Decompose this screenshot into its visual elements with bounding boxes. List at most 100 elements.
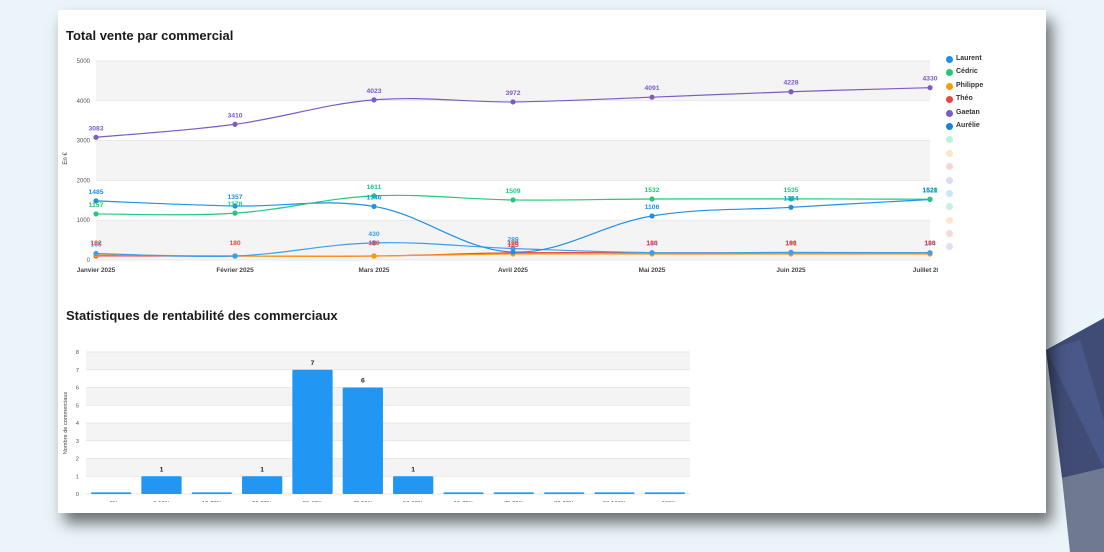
data-label-theo: 180 [646, 240, 658, 247]
data-point-aurelie[interactable] [927, 250, 933, 256]
y-axis-label: Nombre de commerciaux [63, 392, 69, 455]
legend-dot [946, 149, 953, 157]
data-point-aurelie[interactable] [649, 250, 655, 256]
legend-item-faded-7[interactable] [946, 148, 1042, 161]
bar-100[interactable] [644, 492, 685, 494]
x-tick-label: 10-20% [202, 501, 222, 502]
data-point-gaetan[interactable] [232, 121, 238, 127]
legend-item-faded-11[interactable] [946, 201, 1042, 214]
legend-dot [946, 69, 953, 77]
data-label-laurent: 1106 [645, 204, 660, 211]
data-point-cedric[interactable] [371, 193, 377, 199]
legend-item-philippe[interactable]: Philippe [946, 81, 1042, 94]
bar-0-10[interactable] [141, 476, 182, 494]
data-point-laurent[interactable] [788, 204, 794, 210]
bar-30-40[interactable] [292, 369, 333, 494]
bar-10-20[interactable] [191, 492, 232, 494]
data-label-laurent-low: 195 [507, 240, 519, 247]
data-point-cedric[interactable] [93, 211, 99, 217]
data-point-aurelie[interactable] [371, 240, 377, 246]
bar-20-30[interactable] [242, 476, 283, 494]
data-label-gaetan: 4023 [366, 88, 381, 95]
legend-item-faded-6[interactable] [946, 134, 1042, 147]
bar-value-label: 1 [260, 466, 264, 473]
data-point-philippe[interactable] [371, 253, 377, 259]
data-label-cedric: 1509 [505, 188, 520, 195]
legend-dot [946, 243, 953, 251]
legend-item-gaetan[interactable]: Gaetan [946, 108, 1042, 121]
data-label-cedric: 1532 [644, 187, 659, 194]
bar-90-100[interactable] [594, 492, 635, 494]
x-tick-label: 80-90% [554, 501, 574, 502]
data-point-cedric[interactable] [232, 210, 238, 216]
bar-40-50[interactable] [342, 387, 383, 495]
legend-dot [946, 163, 953, 171]
data-label-cedric: 1611 [367, 184, 382, 191]
data-point-gaetan[interactable] [788, 89, 794, 95]
bar-70-80[interactable] [493, 492, 534, 494]
y-axis-label: En € [63, 152, 69, 165]
legend-item-faded-8[interactable] [946, 161, 1042, 174]
data-label-theo: 180 [368, 240, 380, 247]
bar-value-label: 6 [361, 378, 365, 385]
y-tick-label: 2000 [77, 178, 91, 184]
data-point-gaetan[interactable] [649, 94, 655, 100]
y-tick-label: 4 [76, 421, 80, 427]
legend-item-faded-13[interactable] [946, 228, 1042, 241]
data-label-cedric: 1535 [783, 187, 798, 194]
legend-item-faded-10[interactable] [946, 188, 1042, 201]
data-point-laurent[interactable] [93, 198, 99, 204]
data-label-philippe: 185 [507, 242, 519, 249]
data-point-laurent[interactable] [232, 203, 238, 209]
data-point-aurelie[interactable] [510, 245, 516, 252]
y-tick-label: 6 [76, 386, 79, 392]
data-point-cedric[interactable] [927, 196, 933, 202]
bar-0[interactable] [91, 492, 132, 494]
legend-item-faded-9[interactable] [946, 175, 1042, 188]
data-point-cedric[interactable] [788, 196, 794, 202]
y-tick-label: 7 [76, 368, 79, 374]
data-point-aurelie[interactable] [232, 253, 238, 259]
data-point-gaetan[interactable] [927, 85, 933, 91]
x-tick-label: 40-50% [353, 501, 373, 502]
legend-dot [946, 230, 953, 238]
y-tick-label: 3 [76, 439, 79, 445]
dashboard-card: Total vente par commercial 0 1000 2000 3000… [58, 10, 1046, 513]
bar-value-label: 7 [311, 360, 315, 367]
data-point-laurent[interactable] [649, 213, 655, 219]
grid-band [86, 458, 690, 477]
data-point-gaetan[interactable] [371, 97, 377, 103]
legend-item-faded-12[interactable] [946, 215, 1042, 228]
legend-dot [946, 122, 953, 130]
line-chart-title: Total vente par commercial [66, 28, 234, 43]
data-point-cedric[interactable] [510, 197, 516, 203]
legend-item-theo[interactable]: Théo [946, 94, 1042, 107]
data-label-laurent: 1485 [88, 189, 103, 196]
data-label-laurent: 1357 [227, 194, 242, 201]
bar-60-70[interactable] [443, 492, 484, 494]
data-point-gaetan[interactable] [510, 99, 516, 105]
data-label-laurent: 1521 [922, 187, 937, 194]
legend-item-faded-14[interactable] [946, 241, 1042, 254]
data-label-aurelie: 191 [785, 240, 797, 247]
legend-item-aurelie[interactable]: Aurélie [946, 121, 1042, 134]
data-point-laurent[interactable] [371, 203, 377, 210]
data-point-laurent[interactable] [510, 249, 516, 255]
legend-label: Théo [956, 95, 973, 103]
bar-80-90[interactable] [544, 492, 585, 494]
data-label-aurelie: 430 [368, 231, 380, 238]
legend-item-cedric[interactable]: Cédric [946, 67, 1042, 80]
data-label-theo: 180 [507, 240, 519, 247]
bar-50-60[interactable] [393, 476, 434, 494]
data-point-aurelie[interactable] [788, 249, 794, 255]
x-tick-label: Avril 2025 [498, 267, 528, 274]
data-point-aurelie[interactable] [93, 250, 99, 257]
x-tick-label: Juin 2025 [776, 267, 806, 274]
x-tick-label: Mai 2025 [639, 267, 666, 274]
legend-item-laurent[interactable]: Laurent [946, 54, 1042, 67]
data-label-aurelie: 184 [924, 241, 936, 248]
data-point-cedric[interactable] [649, 196, 655, 202]
data-point-gaetan[interactable] [93, 134, 99, 140]
x-tick-label: 20-30% [252, 501, 272, 502]
